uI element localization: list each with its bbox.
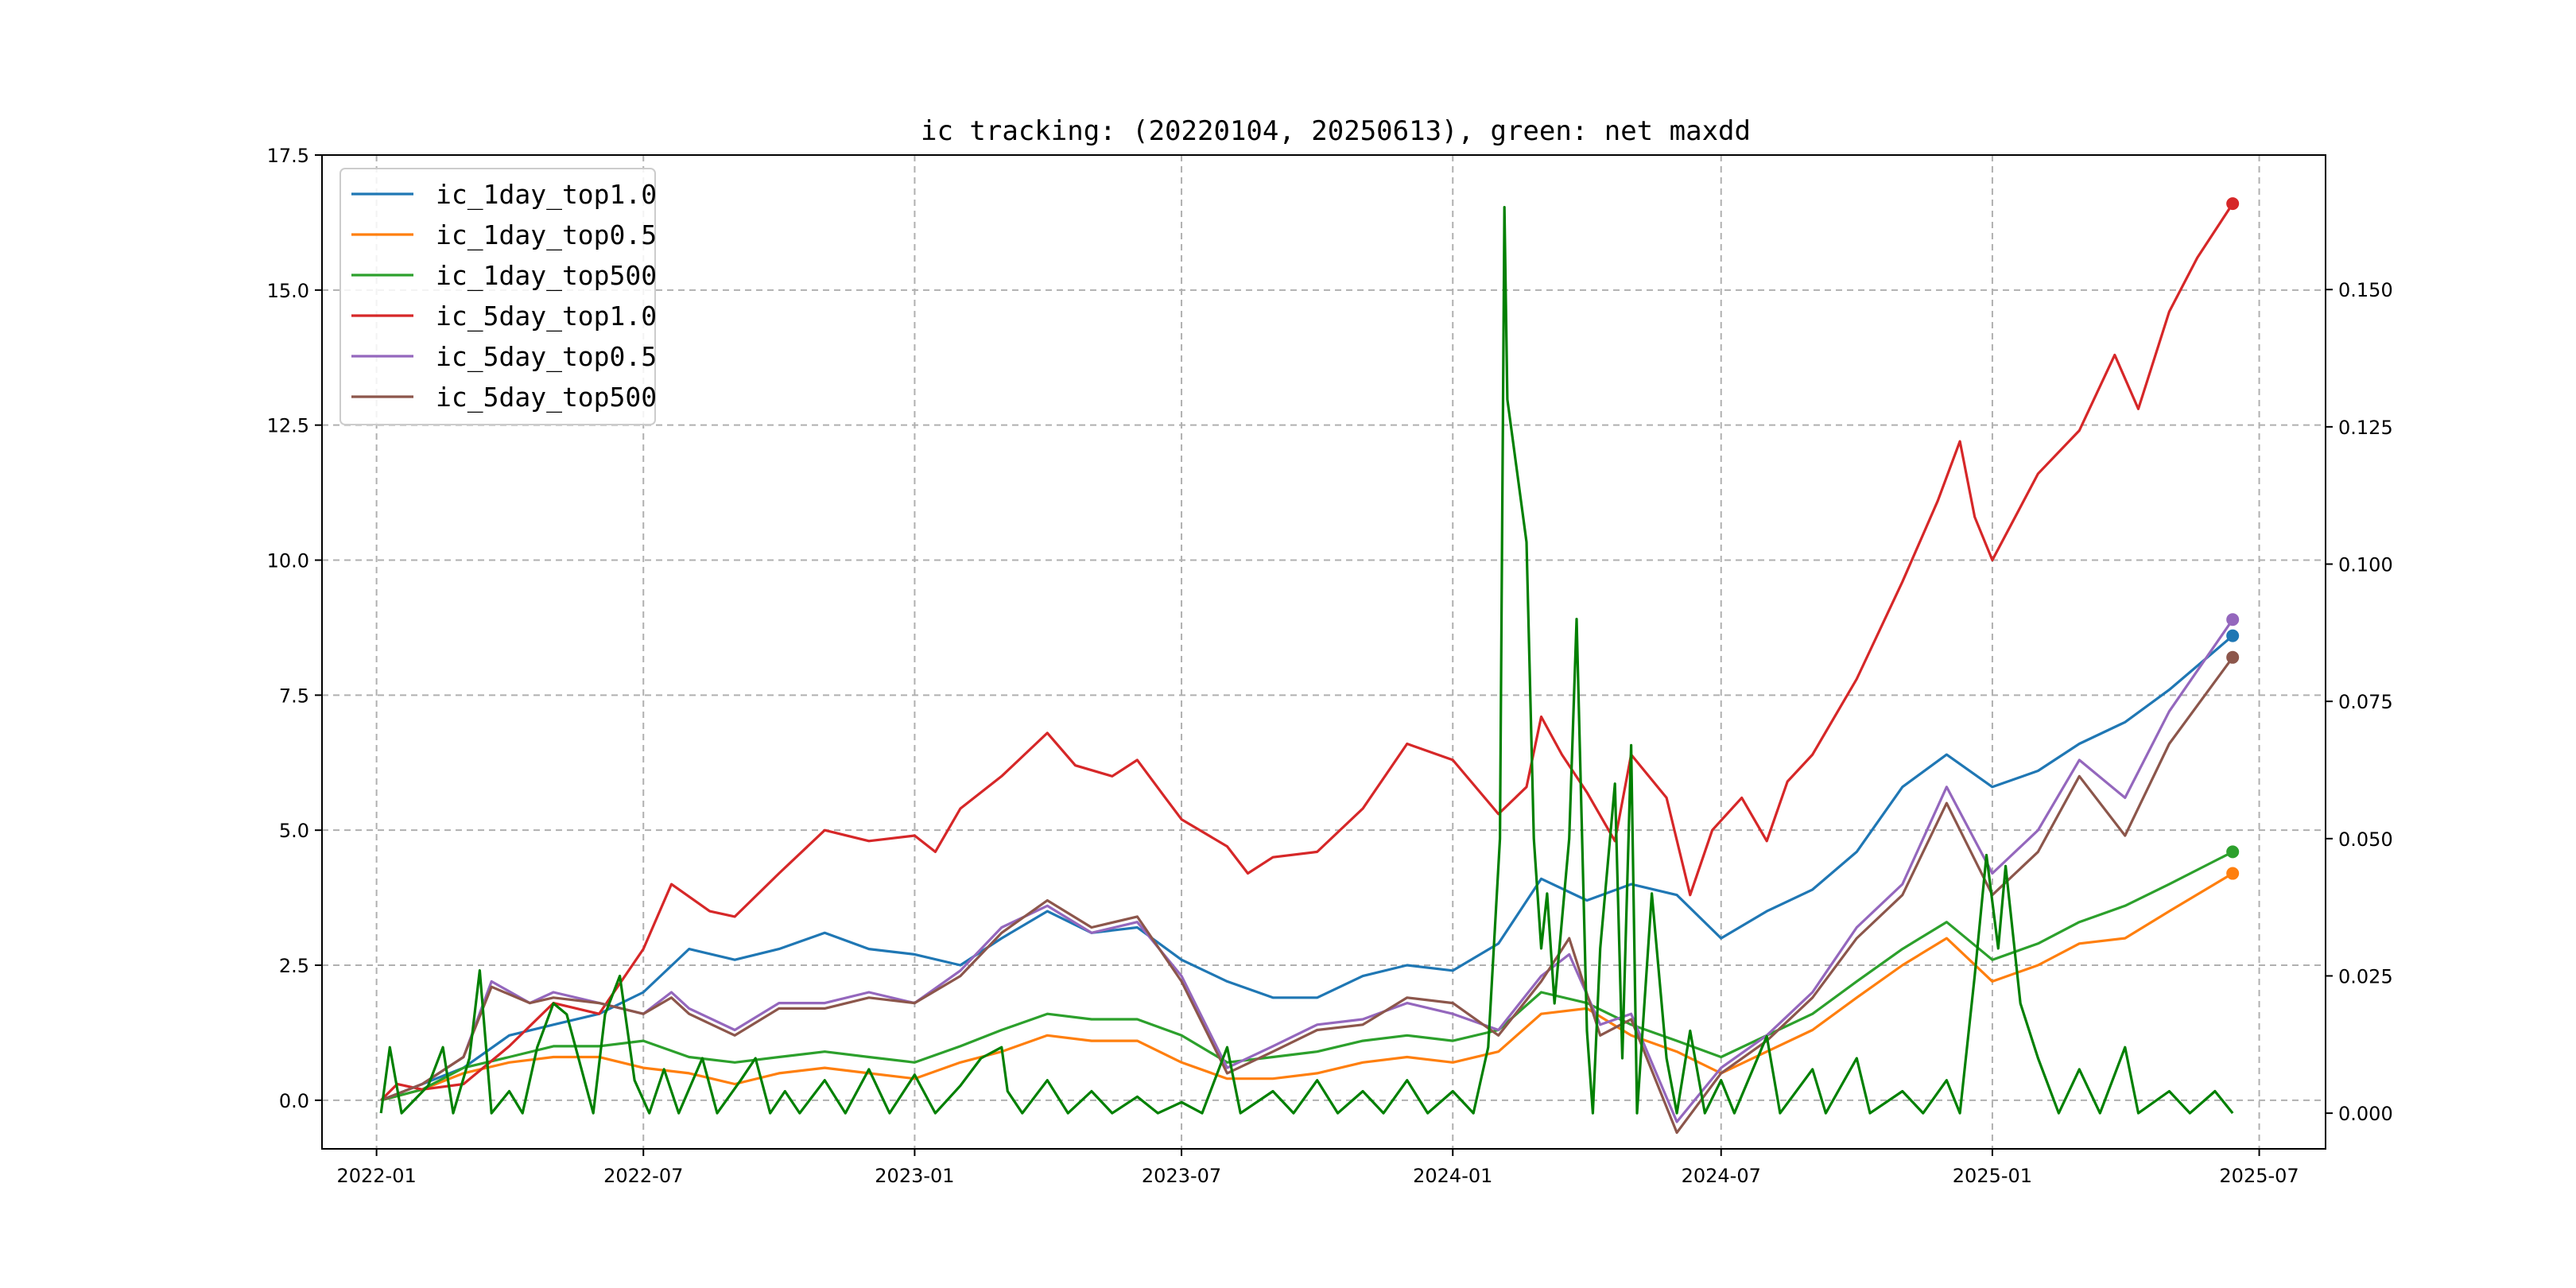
y-left-tick-label: 15.0 (267, 280, 309, 302)
end-marker-ic-1day-top500 (2226, 845, 2240, 859)
y-right-axis: 0.000 0.025 0.050 0.075 0.100 0.125 0.150 (2326, 279, 2393, 1125)
legend: ic_1day_top1.0 ic_1day_top0.5 ic_1day_top5… (339, 168, 657, 425)
x-tick-label: 2024-07 (1682, 1165, 1761, 1187)
legend-label: ic_5day_top0.5 (436, 341, 657, 373)
y-right-tick-label: 0.050 (2338, 828, 2393, 851)
legend-label: ic_1day_top500 (436, 260, 657, 292)
y-left-tick-label: 2.5 (279, 955, 309, 977)
legend-label: ic_1day_top0.5 (436, 219, 657, 251)
legend-label: ic_1day_top1.0 (436, 179, 657, 211)
plot-frame (321, 154, 2326, 1150)
x-tick-label: 2025-07 (2219, 1165, 2299, 1187)
series-line-ic-5day-top1-0 (380, 203, 2234, 1102)
y-left-axis: 0.0 2.5 5.0 7.5 10.0 12.5 15.0 17.5 (267, 145, 322, 1112)
legend-label: ic_5day_top500 (436, 382, 657, 413)
y-right-tick-label: 0.025 (2338, 965, 2393, 987)
y-right-tick-label: 0.075 (2338, 691, 2393, 713)
y-right-tick-label: 0.100 (2338, 554, 2393, 576)
y-left-tick-label: 7.5 (279, 685, 309, 707)
end-marker-ic-5day-top0-5 (2226, 613, 2240, 627)
x-tick-label: 2022-01 (336, 1165, 416, 1187)
end-marker-ic-5day-top500 (2226, 650, 2240, 664)
end-marker-ic-1day-top1-0 (2226, 629, 2240, 642)
end-marker-ic-5day-top1-0 (2226, 197, 2240, 211)
series-line-ic-5day-top500 (380, 656, 2234, 1135)
x-tick-label: 2025-01 (1953, 1165, 2032, 1187)
x-tick-label: 2023-01 (875, 1165, 954, 1187)
plot-series (379, 203, 2234, 1135)
y-left-tick-label: 5.0 (279, 820, 309, 842)
x-tick-label: 2024-01 (1413, 1165, 1492, 1187)
y-left-tick-label: 17.5 (267, 145, 309, 167)
legend-label: ic_5day_top1.0 (436, 301, 657, 332)
series-line-ic-5day-top0-5 (380, 619, 2234, 1123)
x-tick-label: 2022-07 (603, 1165, 683, 1187)
y-right-tick-label: 0.000 (2338, 1103, 2393, 1125)
chart-title: ic tracking: (20220104, 20250613), green… (921, 115, 1751, 147)
y-right-tick-label: 0.150 (2338, 279, 2393, 301)
end-marker-ic-1day-top0-5 (2226, 867, 2240, 880)
series-line-ic-1day-top1-0 (380, 634, 2234, 1102)
y-right-tick-label: 0.125 (2338, 417, 2393, 439)
x-axis: 2022-01 2022-07 2023-01 2023-07 2024-01 2024-… (336, 1149, 2299, 1187)
x-tick-label: 2023-07 (1142, 1165, 1221, 1187)
series-line-ic-1day-top0-5 (380, 872, 2234, 1102)
end-markers (2226, 197, 2240, 880)
y-left-tick-label: 10.0 (267, 550, 309, 572)
series-line-ic-1day-top500 (380, 850, 2233, 1102)
y-left-tick-label: 12.5 (267, 415, 309, 437)
legend-box (339, 168, 656, 425)
y-left-tick-label: 0.0 (279, 1090, 309, 1112)
series-line-net-maxdd (379, 206, 2234, 1115)
